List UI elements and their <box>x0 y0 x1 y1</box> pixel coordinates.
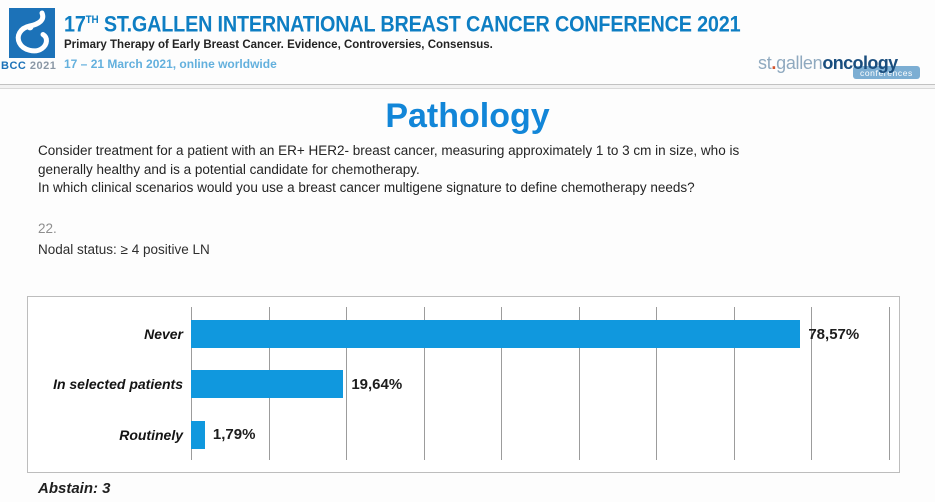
conference-subtitle: Primary Therapy of Early Breast Cancer. … <box>64 39 493 51</box>
chart-row: Never 78,57% <box>28 320 889 349</box>
chart-bar-area: 1,79% <box>191 420 889 449</box>
chart-bar-area: 78,57% <box>191 320 889 349</box>
chart-category-label: Routinely <box>119 426 183 443</box>
chart-value-label: 19,64% <box>351 375 403 393</box>
bcc-logo <box>9 8 55 58</box>
question-text: Consider treatment for a patient with an… <box>38 142 918 198</box>
brand-oncology: oncology <box>822 53 898 73</box>
question-line: In which clinical scenarios would you us… <box>38 180 695 195</box>
logo-caption: BCC 2021 <box>1 60 56 72</box>
question-line: generally healthy and is a potential can… <box>38 161 420 177</box>
gridline <box>346 307 348 460</box>
swan-icon <box>9 10 55 62</box>
chart-row: In selected patients 19,64% <box>28 370 889 399</box>
gridline <box>811 307 813 460</box>
logo-caption-bcc: BCC <box>1 60 27 72</box>
brand-dot-icon: . <box>771 53 777 73</box>
chart-rows: Never 78,57% In selected patients 19,64% Rou… <box>28 309 889 460</box>
gridline <box>733 307 735 460</box>
chart-bar-area: 19,64% <box>191 370 889 399</box>
stgallen-oncology-logo: st.gallenoncology <box>758 53 898 74</box>
chart-value-label: 1,79% <box>212 426 256 444</box>
poll-results-chart: Never 78,57% In selected patients 19,64% Rou… <box>27 296 900 473</box>
chart-row: Routinely 1,79% <box>28 420 889 449</box>
conference-dates: 17 – 21 March 2021, online worldwide <box>64 57 277 71</box>
abstain-count: Abstain: 3 <box>38 480 111 497</box>
conference-title: 17TH ST.GALLEN INTERNATIONAL BREAST CANC… <box>64 7 741 37</box>
brand-gallen: gallen <box>776 53 823 73</box>
gridline <box>578 307 580 460</box>
page-title: Pathology <box>385 97 550 135</box>
brand-conferences-badge: conferences <box>853 66 920 79</box>
header-divider <box>0 84 935 89</box>
chart-bar <box>191 370 344 399</box>
chart-bar <box>191 420 205 449</box>
conference-title-number: 17 <box>64 11 86 37</box>
chart-category-label: In selected patients <box>53 376 183 393</box>
question-line: Consider treatment for a patient with an… <box>38 143 740 158</box>
chart-value-label: 78,57% <box>808 325 860 343</box>
conference-title-rest: ST.GALLEN INTERNATIONAL BREAST CANCER CO… <box>98 11 741 37</box>
chart-bar <box>191 320 801 349</box>
conference-title-sup: TH <box>85 14 99 26</box>
gridline <box>501 307 503 460</box>
logo-caption-year: 2021 <box>29 60 57 72</box>
brand-st: st <box>758 53 772 73</box>
question-number: 22. <box>38 221 57 236</box>
gridline <box>423 307 425 460</box>
chart-category-label: Never <box>144 326 183 343</box>
question-scenario-label: Nodal status: ≥ 4 positive LN <box>38 242 210 257</box>
gridline <box>889 307 890 460</box>
gridline <box>656 307 658 460</box>
